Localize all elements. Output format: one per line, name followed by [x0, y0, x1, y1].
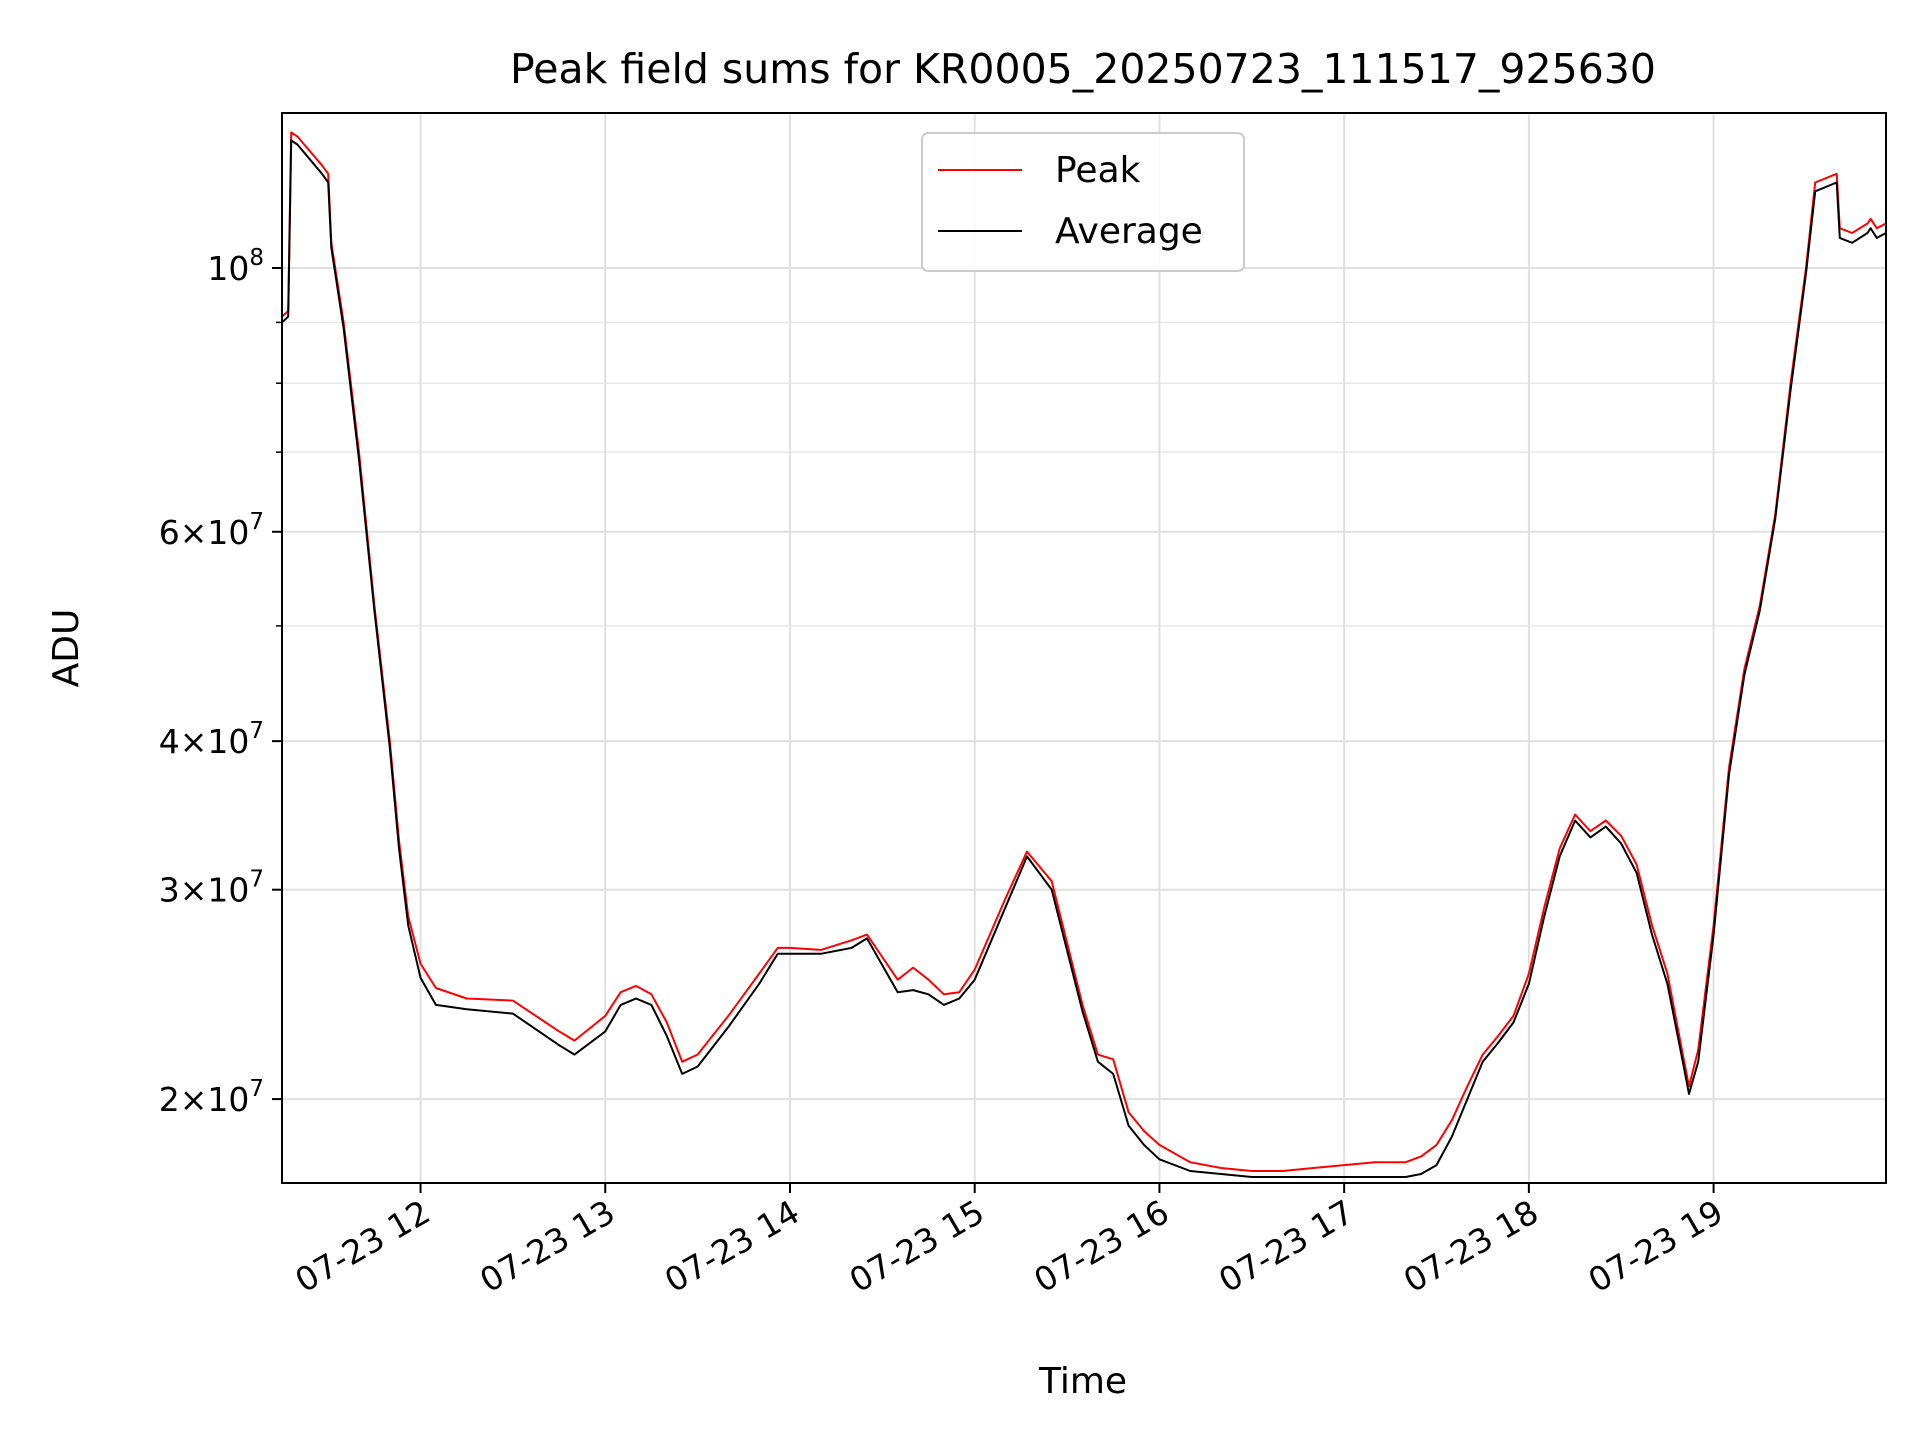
y-axis-label: ADU	[46, 609, 87, 688]
legend-label-peak: Peak	[1055, 150, 1141, 191]
y-tick-label: 6×107	[159, 509, 264, 552]
series-lines	[281, 131, 1887, 1178]
legend-box	[921, 132, 1245, 272]
chart-title: Peak field sums for KR0005_20250723_1115…	[510, 45, 1656, 93]
series-line-average	[281, 139, 1887, 1178]
plot-frame	[281, 112, 1887, 1184]
y-tick-label: 108	[207, 245, 264, 288]
legend-label-average: Average	[1055, 211, 1203, 252]
plot-area	[281, 112, 1887, 1184]
x-axis-label: Time	[1038, 1361, 1127, 1402]
series-line-peak	[281, 131, 1887, 1172]
y-tick-label: 3×107	[159, 867, 264, 910]
y-gridlines	[282, 266, 1886, 1101]
y-axis: 2×107 3×107 4×107 6×107 108	[159, 245, 282, 1119]
y-tick-label: 4×107	[159, 718, 264, 761]
x-gridlines	[419, 113, 1715, 1183]
y-tick-label: 2×107	[159, 1076, 264, 1119]
legend: Peak Average	[921, 132, 1245, 272]
